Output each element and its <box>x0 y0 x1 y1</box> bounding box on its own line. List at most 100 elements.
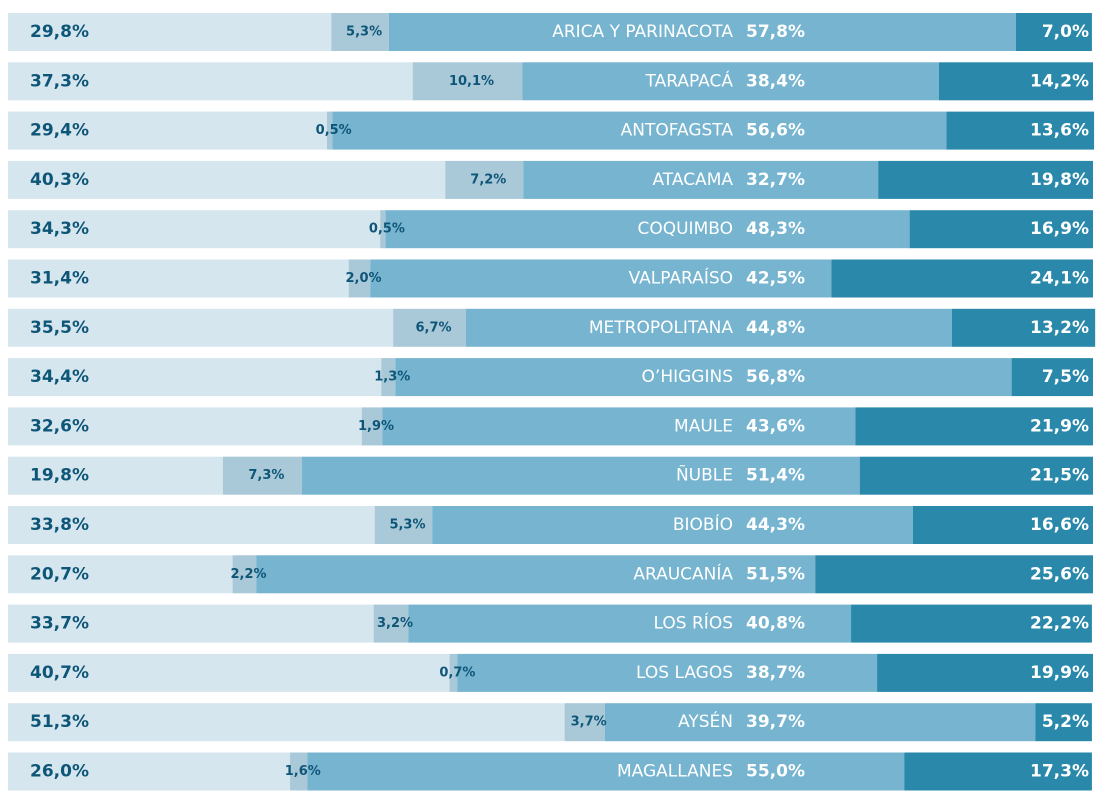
bar-segment <box>523 160 879 199</box>
value-label: 7,2% <box>470 172 506 187</box>
value-label: 7,5% <box>1042 367 1089 387</box>
value-label: 3,7% <box>571 715 607 730</box>
value-label: 20,7% <box>30 564 89 584</box>
value-label: 0,7% <box>439 665 475 680</box>
value-label: 14,2% <box>1030 71 1089 91</box>
value-label: 34,3% <box>30 219 89 239</box>
bar-segment <box>8 456 223 495</box>
bar-segment <box>564 703 605 742</box>
bar-segment <box>859 456 1093 495</box>
bar-segment <box>8 752 291 791</box>
value-label: 44,8% <box>746 318 805 338</box>
value-label: 5,3% <box>346 25 382 40</box>
bar-segment <box>522 62 939 101</box>
bar-segment <box>912 506 1093 544</box>
value-label: 24,1% <box>1030 269 1089 289</box>
value-label: 0,5% <box>316 123 352 138</box>
region-label: ARICA Y PARINACOTA <box>552 22 733 42</box>
bar-segment <box>951 308 1096 347</box>
bar-segment <box>831 259 1093 298</box>
region-label: ATACAMA <box>652 170 733 190</box>
bar-segment <box>382 407 856 446</box>
bar-segment <box>1035 703 1092 742</box>
bar-segment <box>348 259 371 298</box>
value-label: 55,0% <box>746 762 805 782</box>
value-label: 13,6% <box>1030 121 1089 141</box>
value-label: 34,4% <box>30 367 89 387</box>
bar-segment <box>222 456 303 495</box>
value-label: 42,5% <box>746 269 805 289</box>
value-label: 7,0% <box>1042 22 1089 42</box>
region-label: COQUIMBO <box>637 219 733 239</box>
value-label: 29,8% <box>30 22 89 42</box>
region-label: ARAUCANÍA <box>633 562 733 584</box>
value-label: 16,9% <box>1030 219 1089 239</box>
bar-segment <box>445 160 524 199</box>
value-label: 7,3% <box>248 468 284 483</box>
bar-segment <box>8 62 413 101</box>
value-label: 37,3% <box>30 71 89 91</box>
region-label: TARAPACÁ <box>645 69 734 91</box>
region-label: O’HIGGINS <box>642 367 733 387</box>
bar-segment <box>307 752 905 791</box>
bar-segment <box>909 210 1093 249</box>
bar-segment <box>904 752 1092 791</box>
bar-segment <box>256 555 816 594</box>
value-label: 56,8% <box>746 367 805 387</box>
bar-segment <box>393 308 466 347</box>
value-label: 19,9% <box>1030 663 1089 683</box>
region-label: LOS RÍOS <box>654 612 733 634</box>
value-label: 51,4% <box>746 466 805 486</box>
region-label: LOS LAGOS <box>636 663 733 683</box>
value-label: 33,8% <box>30 515 89 535</box>
bar-segment <box>361 407 383 446</box>
bar-segment <box>938 62 1093 101</box>
region-label: VALPARAÍSO <box>629 267 733 289</box>
bar-segment <box>380 210 386 249</box>
value-label: 40,3% <box>30 170 89 190</box>
value-label: 13,2% <box>1030 318 1089 338</box>
bar-segment <box>395 358 1012 397</box>
value-label: 29,4% <box>30 121 89 141</box>
value-label: 5,2% <box>1042 712 1089 732</box>
value-label: 5,3% <box>389 518 425 533</box>
bar-segment <box>815 555 1093 594</box>
bar-segment <box>8 160 446 199</box>
bar-segment <box>8 407 362 446</box>
value-label: 1,6% <box>285 764 321 779</box>
bar-segment <box>374 506 433 544</box>
bar-segment <box>8 703 565 742</box>
bar-segment <box>8 210 381 249</box>
value-label: 38,7% <box>746 663 805 683</box>
value-label: 56,6% <box>746 121 805 141</box>
value-label: 2,0% <box>346 271 382 286</box>
value-label: 51,3% <box>30 712 89 732</box>
bar-segment <box>432 506 913 544</box>
value-label: 19,8% <box>1030 170 1089 190</box>
bar-segment <box>8 555 233 594</box>
value-label: 44,3% <box>746 515 805 535</box>
value-label: 21,5% <box>1030 466 1089 486</box>
bar-segment <box>8 259 349 298</box>
bar-segment <box>8 604 374 643</box>
bar-segment <box>326 111 333 150</box>
bar-segment <box>851 604 1092 643</box>
bar-segment <box>8 358 382 397</box>
bar-segment <box>449 653 458 692</box>
region-label: MAULE <box>674 416 733 436</box>
value-label: 39,7% <box>746 712 805 732</box>
region-label: ANTOFAGSTA <box>621 121 734 141</box>
bar-segment <box>412 62 523 101</box>
bar-segment <box>855 407 1093 446</box>
bar-segment <box>465 308 952 347</box>
bar-segment <box>290 752 308 791</box>
value-label: 10,1% <box>449 74 494 89</box>
bar-segment <box>8 308 394 347</box>
bar-segment <box>877 653 1093 692</box>
value-label: 26,0% <box>30 762 89 782</box>
value-label: 35,5% <box>30 318 89 338</box>
bar-segment <box>331 13 389 51</box>
value-label: 57,8% <box>746 22 805 42</box>
value-label: 48,3% <box>746 219 805 239</box>
value-label: 32,6% <box>30 416 89 436</box>
